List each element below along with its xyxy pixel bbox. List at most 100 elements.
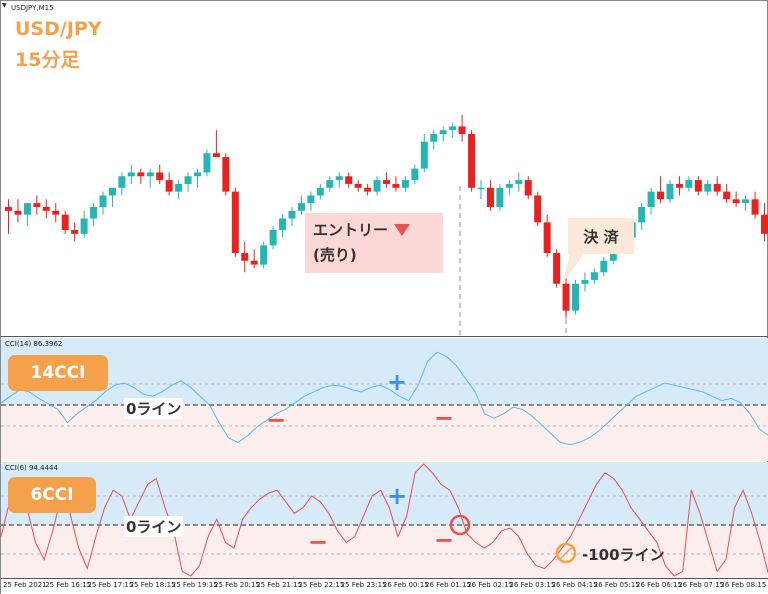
candle-body bbox=[496, 187, 504, 207]
candle-body bbox=[14, 210, 22, 215]
candle-body bbox=[401, 180, 409, 188]
x-axis bbox=[1, 578, 768, 594]
candle-body bbox=[505, 183, 513, 188]
candle-body bbox=[99, 195, 107, 207]
candle-body bbox=[146, 172, 154, 177]
exit-cross-marker bbox=[555, 542, 577, 564]
candle-body bbox=[137, 172, 145, 177]
candle-body bbox=[704, 183, 712, 192]
candle-body bbox=[345, 176, 353, 184]
entry-callout: エントリー (売り) bbox=[305, 213, 443, 273]
candlestick-chart bbox=[5, 114, 768, 337]
candle-body bbox=[392, 183, 400, 188]
x-axis-label: 25 Feb 20:15 bbox=[214, 581, 260, 589]
x-axis-label: 26 Feb 03:15 bbox=[509, 581, 556, 589]
candle-body bbox=[543, 222, 551, 254]
cci14-header: CCI(14) 86.3962 bbox=[5, 340, 63, 348]
window-menu-icon[interactable]: ▼ bbox=[2, 2, 7, 9]
candle-body bbox=[269, 230, 277, 246]
candle-body bbox=[581, 279, 589, 284]
x-axis-label: 26 Feb 01:15 bbox=[425, 581, 471, 589]
candle-body bbox=[231, 191, 239, 254]
candle-body bbox=[666, 183, 674, 200]
exit-callout-pointer bbox=[563, 249, 587, 283]
cci6-minus-sign-2: − bbox=[434, 526, 455, 554]
candle-body bbox=[694, 180, 702, 192]
cci14-badge: 14CCI bbox=[8, 355, 108, 391]
candle-body bbox=[468, 134, 476, 188]
window-title: USDJPY,M15 bbox=[11, 4, 54, 12]
cci14-minus-sign-1: − bbox=[266, 406, 287, 434]
cci6-plus-sign: + bbox=[387, 482, 408, 510]
candle-body bbox=[222, 157, 230, 192]
candle-body bbox=[241, 253, 249, 261]
candle-body bbox=[638, 206, 646, 223]
candle-body bbox=[212, 153, 220, 158]
price-panel[interactable]: USDJPY,M15 ▼ USD/JPY 15分足 エントリー (売り) 決 済 bbox=[1, 1, 768, 337]
candle-body bbox=[194, 172, 201, 177]
candle-body bbox=[383, 180, 390, 184]
candle-body bbox=[203, 153, 211, 173]
candle-body bbox=[420, 141, 428, 169]
x-axis-label: 26 Feb 02:15 bbox=[467, 581, 514, 589]
cci6-zero-label: 0ライン bbox=[124, 516, 184, 537]
candle-body bbox=[657, 191, 665, 200]
exit-callout: 決 済 bbox=[568, 218, 634, 254]
x-axis-label: 26 Feb 04:15 bbox=[551, 581, 598, 589]
candle-body bbox=[175, 183, 183, 192]
candle-body bbox=[127, 172, 135, 177]
candle-body bbox=[373, 180, 381, 192]
cci6-panel[interactable]: CCI(6) 94.4444 6CCI 0ライン -100ライン + − − bbox=[1, 462, 768, 578]
candle-body bbox=[751, 199, 759, 215]
x-axis-label: 25 Feb 16:15 bbox=[45, 581, 92, 589]
cci14-upper-zone bbox=[1, 338, 768, 405]
cci14-series-line bbox=[1, 351, 768, 446]
candle-body bbox=[723, 191, 731, 200]
x-axis-label: 26 Feb 05:15 bbox=[593, 581, 640, 589]
candle-body bbox=[430, 134, 438, 142]
candle-body bbox=[458, 126, 466, 135]
candle-body bbox=[572, 283, 579, 311]
cci14-minus-sign-2: − bbox=[434, 404, 455, 432]
candle-body bbox=[439, 130, 447, 135]
candle-body bbox=[534, 195, 542, 223]
candle-body bbox=[33, 203, 41, 207]
candle-body bbox=[647, 191, 655, 207]
candle-body bbox=[42, 206, 50, 211]
cci14-panel[interactable]: CCI(14) 86.3962 14CCI 0ライン + − − bbox=[1, 338, 768, 461]
candle-body bbox=[590, 272, 598, 280]
candle-body bbox=[326, 180, 334, 188]
x-axis-label: 26 Feb 08:15 bbox=[720, 581, 767, 589]
timeframe-label: 15分足 bbox=[15, 49, 80, 71]
candle-body bbox=[600, 260, 608, 273]
candle-body bbox=[742, 199, 750, 204]
cci6-series-line bbox=[1, 463, 768, 577]
candle-body bbox=[288, 210, 296, 219]
candle-body bbox=[732, 199, 740, 204]
candle-body bbox=[156, 172, 164, 181]
candle-body bbox=[562, 283, 570, 311]
x-axis-label: 26 Feb 07:15 bbox=[678, 581, 725, 589]
candle-body bbox=[335, 176, 343, 181]
entry-callout-line1: エントリー bbox=[313, 221, 389, 239]
entry-cross-marker bbox=[449, 514, 471, 536]
cci14-line-chart bbox=[1, 351, 768, 446]
candle-body bbox=[118, 176, 126, 188]
x-axis-label: 26 Feb 06:15 bbox=[636, 581, 682, 589]
entry-callout-line2: (売り) bbox=[313, 246, 357, 264]
candle-body bbox=[411, 168, 419, 181]
x-axis-label: 26 Feb 00:15 bbox=[382, 581, 429, 589]
candle-body bbox=[61, 214, 69, 231]
x-axis-label: 25 Feb 17:15 bbox=[87, 581, 134, 589]
candle-body bbox=[449, 126, 457, 131]
pair-label: USD/JPY bbox=[15, 18, 102, 40]
candle-body bbox=[297, 203, 305, 211]
candle-body bbox=[713, 183, 721, 192]
candle-body bbox=[316, 187, 324, 196]
candle-body bbox=[553, 253, 561, 284]
candle-body bbox=[250, 260, 258, 265]
candle-body bbox=[675, 183, 683, 188]
x-axis-label: 25 Feb 21:15 bbox=[256, 581, 303, 589]
candle-body bbox=[609, 249, 617, 261]
